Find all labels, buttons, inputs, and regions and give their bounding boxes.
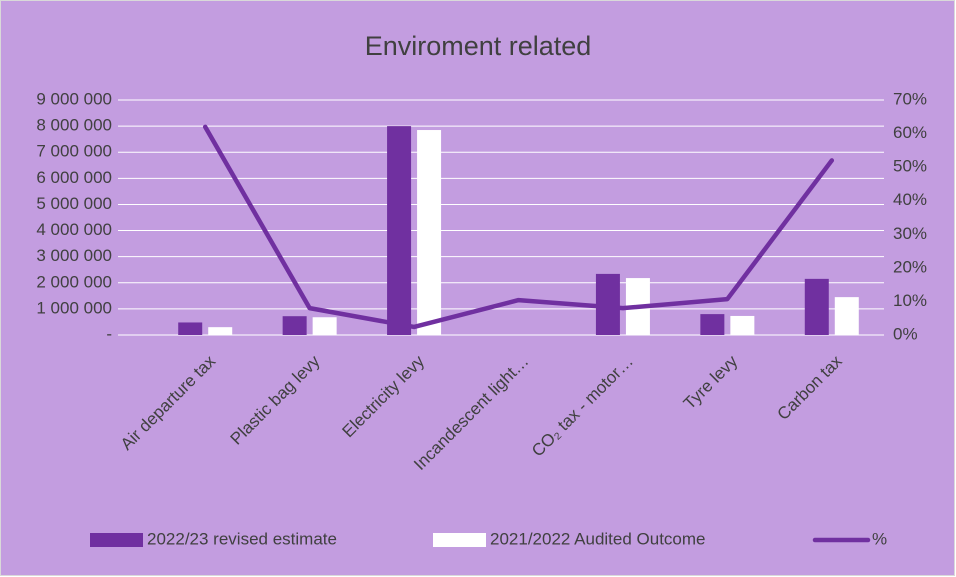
y-tick-label: - (106, 324, 112, 343)
y2-tick-label: 60% (893, 123, 927, 142)
y-tick-label: 7 000 000 (36, 142, 112, 161)
y2-tick-label: 50% (893, 157, 927, 176)
y-tick-label: 2 000 000 (36, 272, 112, 291)
bar (282, 316, 307, 335)
bar (208, 327, 233, 335)
bar (730, 315, 755, 335)
legend-swatch (433, 533, 486, 547)
bar (178, 322, 203, 335)
bar (700, 314, 725, 335)
y2-tick-label: 70% (893, 89, 927, 108)
chart-title: Enviroment related (365, 31, 592, 61)
legend-label: 2021/2022 Audited Outcome (490, 529, 706, 548)
y-tick-label: 5 000 000 (36, 194, 112, 213)
bar (834, 297, 859, 335)
y-tick-label: 6 000 000 (36, 168, 112, 187)
y2-tick-label: 0% (893, 324, 918, 343)
y-tick-label: 8 000 000 (36, 116, 112, 135)
bar (312, 317, 337, 335)
y-tick-label: 3 000 000 (36, 246, 112, 265)
legend-label: % (872, 529, 887, 548)
bar (387, 126, 412, 335)
y2-tick-label: 30% (893, 224, 927, 243)
bar (417, 130, 442, 335)
y2-tick-label: 20% (893, 257, 927, 276)
y2-tick-label: 40% (893, 190, 927, 209)
line-series (202, 124, 835, 330)
y-tick-label: 1 000 000 (36, 298, 112, 317)
legend-swatch (90, 533, 143, 547)
bar (804, 278, 829, 335)
y-tick-label: 4 000 000 (36, 220, 112, 239)
y-tick-label: 9 000 000 (36, 89, 112, 108)
legend-label: 2022/23 revised estimate (147, 529, 337, 548)
y2-tick-label: 10% (893, 291, 927, 310)
